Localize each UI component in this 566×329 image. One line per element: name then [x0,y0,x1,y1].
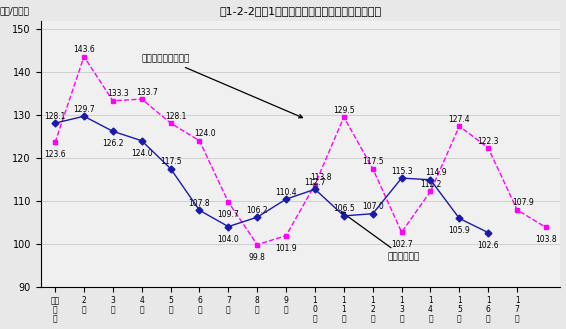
Text: 129.5: 129.5 [333,106,355,115]
Text: 106.2: 106.2 [246,206,268,215]
Text: 115.3: 115.3 [391,167,413,176]
Text: 128.1: 128.1 [44,112,66,121]
Text: 調査直前の円レート: 調査直前の円レート [142,55,302,118]
Text: 109.7: 109.7 [217,210,239,219]
Text: 102.6: 102.6 [478,240,499,250]
Text: 124.0: 124.0 [131,149,152,158]
Text: 117.5: 117.5 [362,157,384,166]
Text: 133.7: 133.7 [136,88,158,97]
Text: 143.6: 143.6 [73,45,95,54]
Text: 106.5: 106.5 [333,204,355,214]
Text: 112.7: 112.7 [305,178,326,187]
Text: 117.5: 117.5 [160,157,182,166]
Text: 126.2: 126.2 [102,139,123,148]
Text: 採算円レート: 採算円レート [341,212,419,261]
Text: 128.1: 128.1 [165,112,187,121]
Text: 107.9: 107.9 [512,198,534,207]
Text: 102.7: 102.7 [391,240,413,249]
Text: 127.4: 127.4 [449,115,470,124]
Text: 101.9: 101.9 [275,244,297,253]
Text: 123.6: 123.6 [44,150,66,160]
Text: 114.9: 114.9 [425,168,447,177]
Text: 113.8: 113.8 [310,173,331,182]
Text: 104.0: 104.0 [217,235,239,243]
Text: 124.0: 124.0 [194,129,216,138]
Text: 112.2: 112.2 [420,180,441,189]
Text: 129.7: 129.7 [73,105,95,114]
Text: 103.8: 103.8 [535,236,557,244]
Text: 107.0: 107.0 [362,202,384,211]
Text: 122.3: 122.3 [478,137,499,146]
Text: 110.4: 110.4 [275,188,297,197]
Text: 133.3: 133.3 [108,89,129,98]
Text: 99.8: 99.8 [249,253,265,262]
Title: 第1-2-2図（1）　輸出企業の採算円レートの推移: 第1-2-2図（1） 輸出企業の採算円レートの推移 [220,6,381,15]
Text: 107.8: 107.8 [188,199,211,208]
Text: 105.9: 105.9 [448,226,470,236]
Text: （円/ドル）: （円/ドル） [0,6,29,15]
